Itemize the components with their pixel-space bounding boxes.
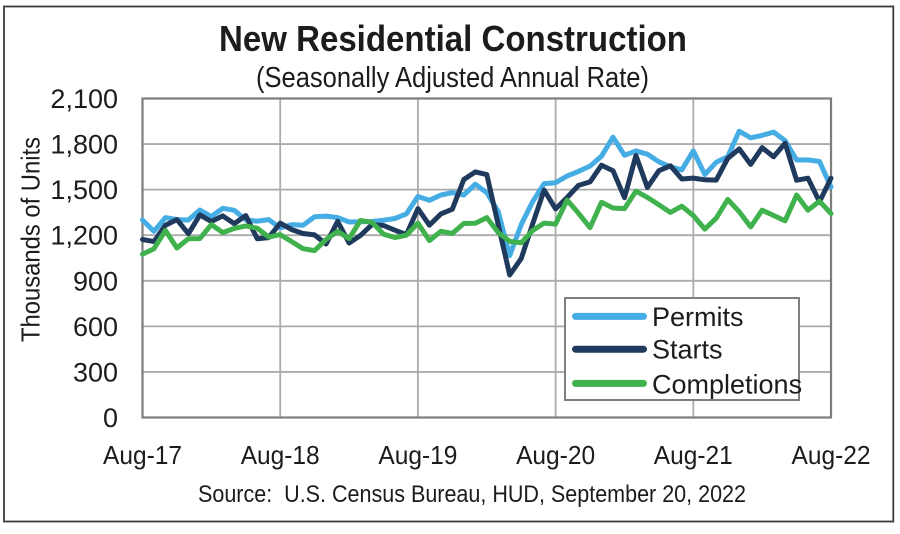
svg-text:Aug-17: Aug-17 xyxy=(103,440,182,470)
svg-text:900: 900 xyxy=(73,266,118,296)
svg-text:Aug-21: Aug-21 xyxy=(654,440,733,470)
svg-text:Aug-20: Aug-20 xyxy=(516,440,595,470)
svg-text:Completions: Completions xyxy=(652,369,802,399)
svg-text:Aug-22: Aug-22 xyxy=(792,440,871,470)
svg-text:0: 0 xyxy=(103,403,118,433)
svg-text:Source: U.S. Census Bureau, H: Source: U.S. Census Bureau, HUD, Septemb… xyxy=(198,481,746,508)
svg-text:Starts: Starts xyxy=(652,335,723,365)
svg-text:Aug-19: Aug-19 xyxy=(378,440,457,470)
svg-text:Aug-18: Aug-18 xyxy=(241,440,320,470)
svg-text:1,200: 1,200 xyxy=(50,221,118,251)
svg-text:1,800: 1,800 xyxy=(50,130,118,160)
svg-text:2,100: 2,100 xyxy=(50,84,118,114)
svg-text:1,500: 1,500 xyxy=(50,175,118,205)
svg-text:Permits: Permits xyxy=(652,302,744,332)
svg-text:New Residential Construction: New Residential Construction xyxy=(219,18,687,59)
svg-text:Thousands of Units: Thousands of Units xyxy=(16,137,46,342)
svg-text:(Seasonally Adjusted Annual Ra: (Seasonally Adjusted Annual Rate) xyxy=(256,62,649,94)
svg-text:300: 300 xyxy=(73,357,118,387)
svg-text:600: 600 xyxy=(73,312,118,342)
